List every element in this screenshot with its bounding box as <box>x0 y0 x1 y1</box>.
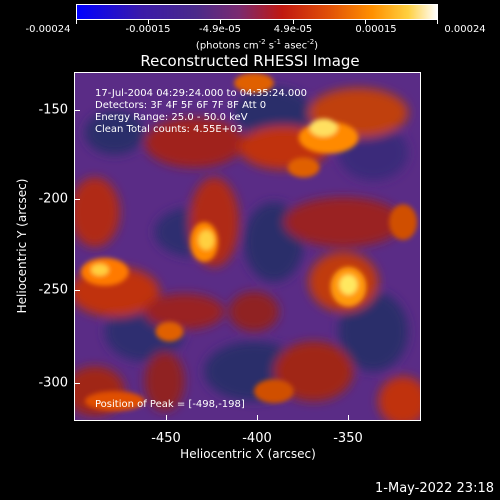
info-counts: Clean Total counts: 4.55E+03 <box>95 124 243 135</box>
x-tick <box>257 415 258 421</box>
colorbar-tick-label: 0.00024 <box>444 24 486 35</box>
colorbar <box>76 4 438 20</box>
x-tick-label: -450 <box>151 431 181 446</box>
colorbar-tick <box>365 20 366 24</box>
colorbar-tick <box>220 20 221 24</box>
x-tick <box>166 415 167 421</box>
colorbar-units: (photons cm-2 s-1 asec-2) <box>195 38 319 52</box>
y-tick <box>74 290 80 291</box>
colorbar-tick <box>148 20 149 24</box>
info-energy-range: Energy Range: 25.0 - 50.0 keV <box>95 112 248 123</box>
y-tick-label: -150 <box>38 102 68 118</box>
x-tick-label: -400 <box>242 431 272 446</box>
colorbar-tick-label: -4.9e-05 <box>199 24 241 35</box>
peak-position: Position of Peak = [-498,-198] <box>95 399 245 410</box>
timestamp: 1-May-2022 23:18 <box>375 481 494 496</box>
y-tick-label: -200 <box>38 191 68 207</box>
x-tick <box>348 415 349 421</box>
colorbar-tick <box>437 20 438 24</box>
info-time-range: 17-Jul-2004 04:29:24.000 to 04:35:24.000 <box>95 88 307 99</box>
x-tick-label: -350 <box>333 431 363 446</box>
y-tick-label: -250 <box>38 282 68 298</box>
y-tick <box>74 383 80 384</box>
colorbar-tick-label: -0.00015 <box>125 24 171 35</box>
y-tick <box>74 110 80 111</box>
colorbar-tick <box>293 20 294 24</box>
y-axis-title: Heliocentric Y (arcsec) <box>15 178 29 314</box>
x-axis-title: Heliocentric X (arcsec) <box>180 447 316 461</box>
colorbar-tick <box>76 20 77 24</box>
colorbar-tick-label: 0.00015 <box>355 24 397 35</box>
y-tick-label: -300 <box>38 375 68 391</box>
chart-title: Reconstructed RHESSI Image <box>140 52 360 70</box>
y-tick <box>74 199 80 200</box>
image-plot: 17-Jul-2004 04:29:24.000 to 04:35:24.000… <box>74 72 421 421</box>
heatmap-image <box>75 73 420 420</box>
colorbar-tick-label: -0.00024 <box>25 24 71 35</box>
colorbar-tick-label: 4.9e-05 <box>273 24 313 35</box>
info-detectors: Detectors: 3F 4F 5F 6F 7F 8F Att 0 <box>95 100 267 111</box>
